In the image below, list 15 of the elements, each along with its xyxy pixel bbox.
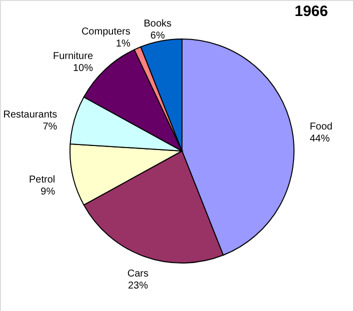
slice-label: Computers [81,26,130,38]
data-label: 1% [116,38,130,50]
data-label: 10% [72,63,94,74]
slice-label: Petrol [29,174,56,186]
data-label: 9% [40,186,56,198]
data-label: 23% [128,280,148,292]
slice-label: Restaurants [3,110,58,121]
slice-label: Cars [127,268,149,280]
data-label: 44% [310,134,330,145]
slice-label: Furniture [52,51,94,62]
slice-label: Food [310,122,332,133]
chart-title: 1966 [294,3,328,20]
data-label: 7% [42,122,58,133]
slice-label: Books [144,18,172,30]
data-label: 6% [150,30,165,42]
